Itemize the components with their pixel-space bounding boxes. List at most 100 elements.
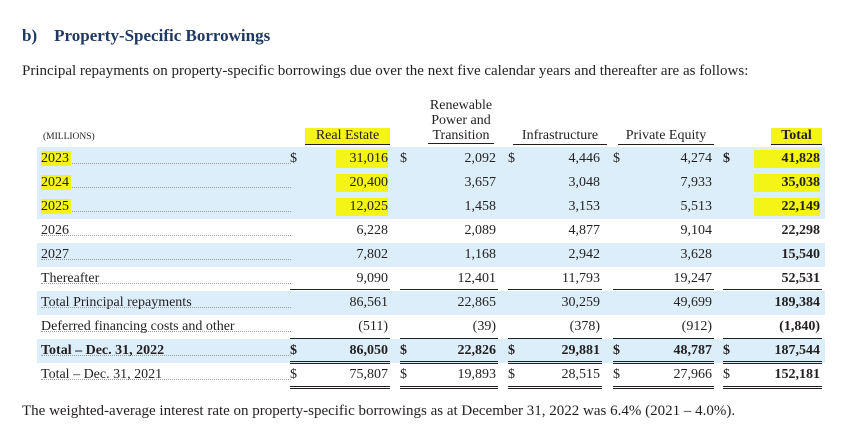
double-underline	[400, 361, 498, 364]
cell-total: 187,544	[774, 343, 821, 358]
cell-real-estate: 9,090	[356, 271, 389, 286]
cell-total: 22,149	[754, 198, 820, 216]
col-header-renewable: Renewable Power and Transition	[391, 98, 531, 144]
cell-infrastructure: 3,048	[568, 175, 601, 190]
currency-symbol: $	[508, 151, 515, 166]
col-header-real-estate: Real Estate	[305, 128, 390, 145]
row-label: 2026	[41, 222, 291, 240]
cell-total: 35,038	[754, 174, 820, 192]
underline	[290, 338, 390, 339]
row-label-text: Total – Dec. 31, 2022	[41, 343, 165, 358]
currency-symbol: $	[613, 343, 620, 358]
col-header-private-equity: Private Equity	[618, 128, 714, 145]
row-label-text: 2025	[41, 199, 71, 214]
cell-real-estate: 20,400	[336, 174, 388, 192]
double-underline	[508, 361, 602, 364]
row-label: Thereafter	[41, 270, 291, 288]
cell-renewable: 2,092	[464, 151, 497, 166]
row-label-text: 2026	[41, 223, 69, 238]
currency-symbol: $	[290, 151, 297, 166]
cell-total: 15,540	[781, 247, 821, 262]
currency-symbol: $	[723, 151, 730, 166]
underline	[613, 289, 714, 290]
table-row: Deferred financing costs and other (511) (…	[37, 315, 825, 339]
double-underline	[723, 386, 822, 389]
currency-symbol: $	[400, 343, 407, 358]
col-header-infrastructure: Infrastructure	[513, 128, 607, 145]
cell-private-equity: 9,104	[680, 223, 713, 238]
cell-private-equity: 3,628	[680, 247, 713, 262]
cell-renewable: 1,168	[464, 247, 497, 262]
cell-renewable: 2,089	[464, 223, 497, 238]
row-label-text: Deferred financing costs and other	[41, 319, 235, 334]
cell-real-estate: 7,802	[356, 247, 389, 262]
table-row: Total – Dec. 31, 2022 $ $ $ $ $86,050 22,826 29…	[37, 339, 825, 363]
section-heading: b) Property-Specific Borrowings	[22, 26, 271, 45]
cell-total: 52,531	[781, 271, 821, 286]
currency-symbol: $	[613, 367, 620, 382]
cell-private-equity: 5,513	[680, 199, 713, 214]
cell-infrastructure: 28,515	[561, 367, 601, 382]
row-label-text: 2023	[41, 151, 71, 166]
cell-total: (1,840)	[779, 319, 820, 334]
cell-infrastructure: 29,881	[561, 343, 601, 358]
cell-renewable: 3,657	[464, 175, 497, 190]
cell-infrastructure: 4,877	[568, 223, 601, 238]
cell-infrastructure: 3,153	[568, 199, 601, 214]
cell-infrastructure: 30,259	[561, 295, 601, 310]
cell-private-equity: 7,933	[680, 175, 713, 190]
double-underline	[400, 386, 498, 389]
currency-symbol: $	[290, 367, 297, 382]
double-underline	[290, 361, 390, 364]
table-row: Total – Dec. 31, 2021 $ $ $ $ $75,807 19,893 28…	[37, 363, 825, 387]
row-label: 2024	[41, 174, 291, 192]
underline	[723, 289, 822, 290]
cell-real-estate: 86,050	[349, 343, 389, 358]
underline	[400, 338, 498, 339]
currency-symbol: $	[290, 343, 297, 358]
col-header-renewable-line: Renewable	[429, 98, 493, 113]
cell-private-equity: 4,274	[680, 151, 713, 166]
currency-symbol: $	[400, 367, 407, 382]
footnote: The weighted-average interest rate on pr…	[22, 403, 736, 419]
underline	[613, 338, 714, 339]
unit-label: (MILLIONS)	[43, 132, 95, 142]
col-header-total: Total	[771, 128, 822, 145]
cell-real-estate: 31,016	[336, 150, 388, 168]
row-label: Deferred financing costs and other	[41, 318, 291, 336]
intro-text: Principal repayments on property-specifi…	[22, 63, 749, 79]
cell-real-estate: (511)	[358, 319, 388, 334]
row-label: 2023	[41, 150, 291, 168]
currency-symbol: $	[723, 343, 730, 358]
cell-private-equity: 49,699	[673, 295, 713, 310]
table-row: Thereafter 9,090 12,401 11,793 19,247 52,531	[37, 267, 825, 291]
table-row: 2027 7,802 1,168 2,942 3,628 15,540	[37, 243, 825, 267]
row-label: Total – Dec. 31, 2022	[41, 342, 291, 360]
row-label-text: 2027	[41, 247, 69, 262]
double-underline	[613, 361, 714, 364]
row-label-text: 2024	[41, 175, 71, 190]
currency-symbol: $	[400, 151, 407, 166]
cell-real-estate: 75,807	[349, 367, 389, 382]
double-underline	[613, 386, 714, 389]
table-row: 2023 $ $ $ $ $31,016 2,092 4,446 4,274 41,828	[37, 147, 825, 171]
table-row: 2026 6,228 2,089 4,877 9,104 22,298	[37, 219, 825, 243]
cell-private-equity: 27,966	[673, 367, 713, 382]
cell-total: 189,384	[774, 295, 821, 310]
underline	[400, 289, 498, 290]
row-label: 2027	[41, 246, 291, 264]
cell-total: 41,828	[754, 150, 820, 168]
double-underline	[508, 386, 602, 389]
row-label-text: Thereafter	[41, 271, 100, 286]
cell-renewable: 1,458	[464, 199, 497, 214]
table-row: 2025 12,025 1,458 3,153 5,513 22,149	[37, 195, 825, 219]
table-row: 2024 20,400 3,657 3,048 7,933 35,038	[37, 171, 825, 195]
cell-real-estate: 6,228	[356, 223, 389, 238]
currency-symbol: $	[613, 151, 620, 166]
col-header-renewable-line: Power and	[431, 113, 491, 128]
cell-renewable: 22,826	[457, 343, 497, 358]
double-underline	[290, 386, 390, 389]
cell-infrastructure: 11,793	[562, 271, 600, 286]
row-label-text: Total – Dec. 31, 2021	[41, 367, 163, 382]
underline	[508, 289, 602, 290]
